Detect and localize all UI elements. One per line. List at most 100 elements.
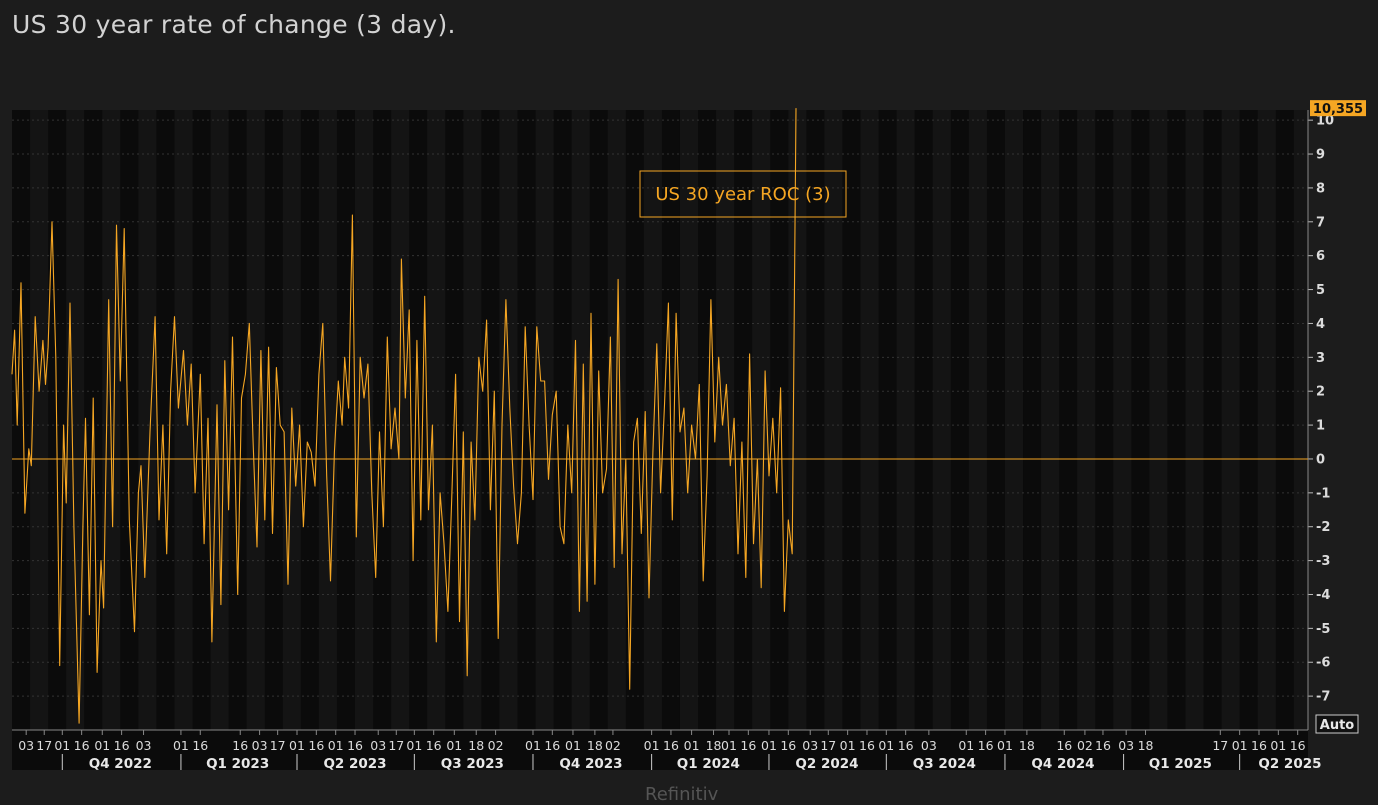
x-day-label: 03 (370, 738, 386, 753)
x-day-label: 18 (1019, 738, 1035, 753)
plot-stripe (679, 110, 699, 730)
x-axis-band (12, 730, 1308, 770)
x-day-label: 16 (74, 738, 90, 753)
x-day-label: 02 (488, 738, 504, 753)
x-day-label: 01 (840, 738, 856, 753)
x-day-label: 16 (308, 738, 324, 753)
x-quarter-label: Q2 2024 (795, 756, 858, 772)
x-day-label: 17 (36, 738, 52, 753)
plot-stripe (1185, 110, 1204, 730)
x-quarter-label: Q4 2024 (1031, 756, 1094, 772)
x-day-label: 16 (1290, 738, 1306, 753)
x-day-label: 01 (446, 738, 462, 753)
plot-stripe (1113, 110, 1132, 730)
y-tick-label: 9 (1316, 148, 1325, 163)
x-quarter-label: Q1 2025 (1149, 756, 1212, 772)
x-day-label: 01 (328, 738, 344, 753)
x-day-label: 01 (173, 738, 189, 753)
x-quarter-label: Q4 2022 (89, 756, 152, 772)
x-day-label: 01 (997, 738, 1013, 753)
y-tick-label: 10 (1316, 114, 1334, 129)
y-tick-label: 6 (1316, 249, 1325, 264)
x-day-label: 16 (1056, 738, 1072, 753)
plot-stripe (499, 110, 518, 730)
legend-label: US 30 year ROC (3) (655, 184, 830, 205)
plot-stripe (752, 110, 771, 730)
x-day-label: 16 (1095, 738, 1111, 753)
plot-stripe (1004, 110, 1024, 730)
plot-stripe (30, 110, 49, 730)
plot-stripe (427, 110, 446, 730)
x-day-label: 18 (706, 738, 722, 753)
plot-stripe (788, 110, 807, 730)
plot-stripe (896, 110, 915, 730)
plot-stripe (66, 110, 85, 730)
x-day-label: 16 (347, 738, 363, 753)
plot-stripe (1257, 110, 1276, 730)
x-day-label: 01 (1270, 738, 1286, 753)
plot-stripe (355, 110, 374, 730)
y-tick-label: 4 (1316, 317, 1325, 332)
plot-stripe (174, 110, 193, 730)
source-credit: Refinitiv (645, 784, 719, 805)
x-quarter-label: Q1 2024 (677, 756, 740, 772)
x-day-label: 16 (859, 738, 875, 753)
plot-stripe (1293, 110, 1308, 730)
x-day-label: 17 (1212, 738, 1228, 753)
last-value-badge (1310, 100, 1366, 117)
x-quarter-label: Q3 2024 (913, 756, 976, 772)
plot-stripe (968, 110, 987, 730)
x-day-label: 03 (921, 738, 937, 753)
y-tick-label: -5 (1316, 622, 1330, 637)
plot-stripe (824, 110, 843, 730)
x-day-label: 01 (54, 738, 70, 753)
x-day-label: 03 (252, 738, 268, 753)
x-day-label: 01 (644, 738, 660, 753)
x-day-label: 18 (1138, 738, 1154, 753)
legend-box (639, 170, 847, 218)
y-tick-label: -4 (1316, 588, 1330, 603)
x-day-label: 01 (761, 738, 777, 753)
x-day-label: 16 (114, 738, 130, 753)
plot-stripe (1149, 110, 1168, 730)
plot-stripe (571, 110, 590, 730)
plot-stripe (932, 110, 951, 730)
y-tick-label: -3 (1316, 554, 1330, 569)
x-day-label: 02 (605, 738, 621, 753)
plot-stripe (463, 110, 482, 730)
x-quarter-label: Q3 2023 (441, 756, 504, 772)
auto-button (1315, 714, 1359, 734)
y-tick-label: 8 (1316, 181, 1325, 196)
y-tick-label: -7 (1316, 690, 1330, 705)
x-day-label: 16 (544, 738, 560, 753)
plot-stripe (535, 110, 554, 730)
x-day-label: 03 (1118, 738, 1134, 753)
plot-stripe (607, 110, 626, 730)
y-tick-label: 1 (1316, 419, 1325, 434)
plot-stripe (318, 110, 337, 730)
x-quarter-label: Q2 2025 (1258, 756, 1321, 772)
x-day-label: 16 (232, 738, 248, 753)
x-day-label: 03 (136, 738, 152, 753)
auto-label: Auto (1320, 718, 1355, 733)
x-day-label: 17 (388, 738, 404, 753)
y-tick-label: 3 (1316, 351, 1325, 366)
x-day-label: 17 (820, 738, 836, 753)
x-day-label: 01 (1232, 738, 1248, 753)
plot-stripe (1077, 110, 1096, 730)
x-day-label: 16 (780, 738, 796, 753)
x-quarter-label: Q2 2023 (323, 756, 386, 772)
x-day-label: 01 (406, 738, 422, 753)
plot-stripe (246, 110, 265, 730)
plot-stripe (716, 110, 735, 730)
x-day-label: 16 (663, 738, 679, 753)
plot-stripe (210, 110, 229, 730)
x-day-label: 01 (289, 738, 305, 753)
x-day-label: 01 (525, 738, 541, 753)
x-quarter-label: Q4 2023 (559, 756, 622, 772)
x-day-label: 01 (94, 738, 110, 753)
x-day-label: 01 (958, 738, 974, 753)
plot-stripe (391, 110, 410, 730)
y-tick-label: 5 (1316, 283, 1325, 298)
